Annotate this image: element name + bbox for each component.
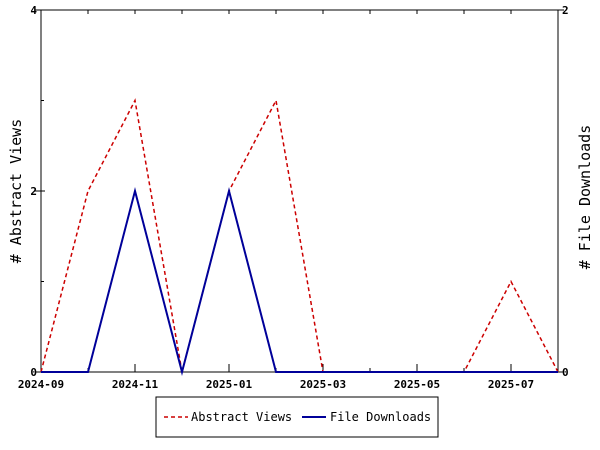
x-tick-label: 2025-01 [206, 378, 253, 391]
series-line-file-downloads [41, 187, 558, 376]
plot-area [40, 9, 559, 373]
legend-box [155, 396, 439, 438]
series-line-abstract-views [40, 98, 559, 373]
legend: Abstract Views File Downloads [155, 396, 439, 438]
x-tick-label: 2025-07 [488, 378, 534, 391]
x-tick-label: 2024-11 [112, 378, 159, 391]
x-tick-label: 2025-03 [300, 378, 346, 391]
legend-label-file-downloads: File Downloads [330, 410, 431, 424]
x-tick-label: 2025-05 [394, 378, 440, 391]
y-tick-label-right: 2 [562, 4, 569, 17]
y-tick-label-right: 0 [562, 366, 569, 379]
legend-label-abstract-views: Abstract Views [191, 410, 292, 424]
y-axis-title-right: # File Downloads [576, 125, 594, 270]
x-tick-label: 2024-09 [18, 378, 64, 391]
y-tick-label-left: 4 [30, 4, 37, 17]
series-lines [40, 98, 559, 376]
y-axis-ticks: 0 2 4 0 2 [30, 4, 568, 379]
x-axis-ticks: 2024-09 2024-11 2025-01 2025-03 2025-05 2025-… [18, 10, 559, 391]
y-tick-label-left: 0 [30, 366, 37, 379]
y-axis-title-left: # Abstract Views [7, 119, 25, 264]
y-tick-label-left: 2 [30, 185, 37, 198]
